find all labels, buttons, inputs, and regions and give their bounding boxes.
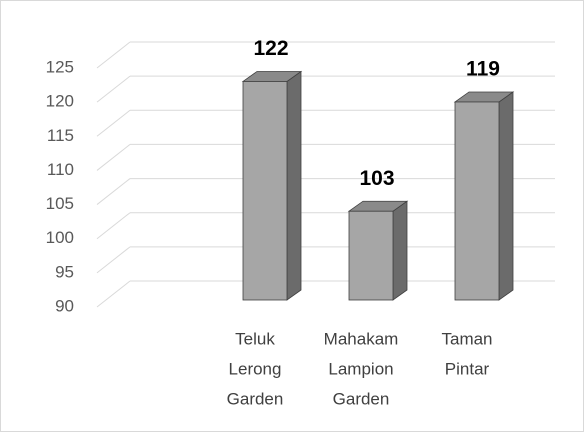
data-label: 119 <box>466 58 500 81</box>
grid-line <box>96 75 131 103</box>
grid-line <box>96 41 131 69</box>
y-tick-label: 110 <box>47 160 74 179</box>
y-tick-label: 90 <box>55 296 74 315</box>
x-tick-label: Pintar <box>445 359 490 378</box>
x-tick-label: Garden <box>333 389 390 408</box>
grid-line <box>96 178 131 205</box>
y-tick-label: 115 <box>47 126 74 145</box>
y-tick-label: 105 <box>46 194 74 213</box>
bar <box>242 81 288 301</box>
bar <box>454 101 500 301</box>
data-label: 103 <box>359 167 394 190</box>
grid-line <box>96 280 131 308</box>
x-tick-label: Garden <box>227 389 284 408</box>
x-tick-label: Mahakam <box>324 329 399 348</box>
x-tick-label: Lerong <box>229 359 282 378</box>
data-label: 122 <box>253 37 288 60</box>
y-tick-label: 95 <box>55 262 74 281</box>
x-tick-label: Lampion <box>328 359 393 378</box>
y-tick-label: 125 <box>46 57 74 76</box>
grid-line <box>96 212 131 240</box>
y-tick-label: 120 <box>46 92 74 111</box>
bar-side <box>392 200 408 301</box>
x-tick-label: Taman <box>441 329 492 348</box>
grid-line <box>96 109 131 137</box>
bar-side <box>498 91 514 301</box>
grid-line <box>96 144 131 171</box>
grid-line <box>96 246 131 274</box>
y-tick-label: 100 <box>46 228 74 247</box>
bar-side <box>286 70 302 301</box>
bar <box>348 210 394 301</box>
x-tick-label: Teluk <box>235 329 275 348</box>
